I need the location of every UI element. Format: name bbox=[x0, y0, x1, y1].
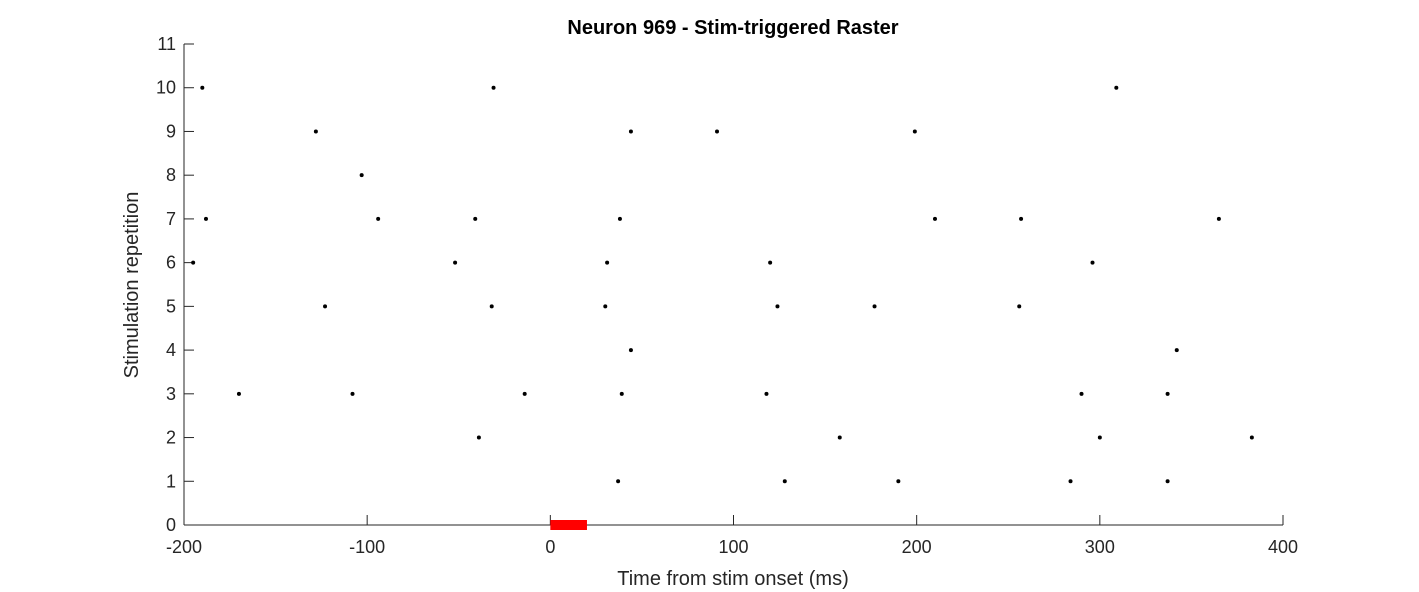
spike-marker bbox=[200, 85, 205, 90]
spike-marker bbox=[1165, 391, 1170, 396]
x-tick-label: -100 bbox=[349, 537, 385, 557]
spike-marker bbox=[1068, 479, 1073, 484]
spike-marker bbox=[768, 260, 773, 265]
spike-marker bbox=[1174, 348, 1179, 353]
y-tick-label: 7 bbox=[166, 209, 176, 229]
spike-marker bbox=[617, 216, 622, 221]
spike-marker bbox=[203, 216, 208, 221]
spike-markers bbox=[191, 85, 1254, 484]
spike-marker bbox=[522, 391, 527, 396]
spike-marker bbox=[605, 260, 610, 265]
spike-marker bbox=[1017, 304, 1022, 309]
x-tick-label: 300 bbox=[1085, 537, 1115, 557]
x-tick-label: 200 bbox=[902, 537, 932, 557]
y-tick-label: 0 bbox=[166, 515, 176, 535]
axes bbox=[183, 44, 1283, 526]
spike-marker bbox=[628, 348, 633, 353]
spike-marker bbox=[1079, 391, 1084, 396]
y-tick-label: 1 bbox=[166, 471, 176, 491]
spike-marker bbox=[191, 260, 196, 265]
spike-marker bbox=[775, 304, 780, 309]
stimulus-bar bbox=[550, 520, 587, 530]
y-tick-label: 4 bbox=[166, 340, 176, 360]
y-tick-label: 2 bbox=[166, 428, 176, 448]
spike-marker bbox=[1249, 435, 1254, 440]
spike-marker bbox=[837, 435, 842, 440]
y-tick-label: 9 bbox=[166, 121, 176, 141]
spike-marker bbox=[1165, 479, 1170, 484]
spike-marker bbox=[313, 129, 318, 134]
spike-marker bbox=[616, 479, 621, 484]
spike-marker bbox=[628, 129, 633, 134]
x-axis-ticks: -200 -100 0 100 200 300 400 bbox=[166, 515, 1298, 557]
x-tick-label: -200 bbox=[166, 537, 202, 557]
spike-marker bbox=[489, 304, 494, 309]
spike-marker bbox=[1019, 216, 1024, 221]
spike-marker bbox=[236, 391, 241, 396]
y-tick-label: 5 bbox=[166, 296, 176, 316]
y-tick-label: 3 bbox=[166, 384, 176, 404]
spike-marker bbox=[1097, 435, 1102, 440]
spike-marker bbox=[764, 391, 769, 396]
spike-marker bbox=[453, 260, 458, 265]
spike-marker bbox=[476, 435, 481, 440]
y-tick-label: 11 bbox=[157, 34, 176, 54]
spike-marker bbox=[872, 304, 877, 309]
chart-title: Neuron 969 - Stim-triggered Raster bbox=[567, 17, 898, 39]
y-tick-label: 6 bbox=[166, 253, 176, 273]
y-tick-label: 10 bbox=[156, 78, 176, 98]
y-tick-label: 8 bbox=[166, 165, 176, 185]
spike-marker bbox=[376, 216, 381, 221]
spike-marker bbox=[1090, 260, 1095, 265]
spike-marker bbox=[715, 129, 720, 134]
x-axis-label: Time from stim onset (ms) bbox=[617, 568, 849, 590]
spike-marker bbox=[1216, 216, 1221, 221]
spike-marker bbox=[603, 304, 608, 309]
spike-marker bbox=[782, 479, 787, 484]
spike-marker bbox=[350, 391, 355, 396]
spike-marker bbox=[323, 304, 328, 309]
y-axis-label: Stimulation repetition bbox=[121, 192, 143, 379]
spike-marker bbox=[359, 173, 364, 178]
x-tick-label: 100 bbox=[718, 537, 748, 557]
y-axis-ticks: 0 1 2 3 4 5 6 7 8 9 10 11 bbox=[156, 34, 194, 535]
spike-marker bbox=[932, 216, 937, 221]
spike-marker bbox=[491, 85, 496, 90]
spike-marker bbox=[1114, 85, 1119, 90]
spike-marker bbox=[473, 216, 478, 221]
spike-marker bbox=[896, 479, 901, 484]
x-tick-label: 400 bbox=[1268, 537, 1298, 557]
spike-marker bbox=[619, 391, 624, 396]
spike-marker bbox=[912, 129, 917, 134]
x-tick-label: 0 bbox=[545, 537, 555, 557]
